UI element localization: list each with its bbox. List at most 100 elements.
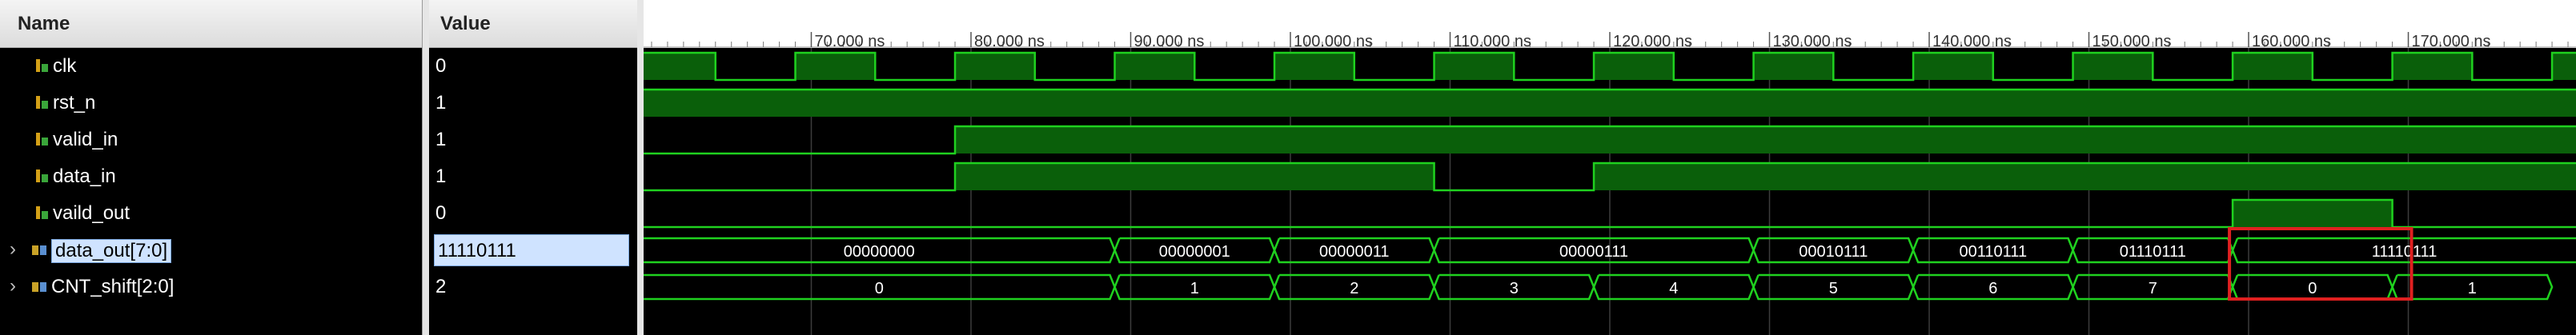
- CNT_shift-bus-segment[interactable]: [2072, 273, 2234, 301]
- value-row[interactable]: 11110111: [429, 232, 637, 269]
- CNT_shift-bus-segment[interactable]: [1113, 273, 1276, 301]
- ruler-tick-label: 140.000 ns: [1932, 33, 2012, 50]
- value-row[interactable]: 1: [429, 85, 637, 122]
- ruler-tick-label: 100.000 ns: [1294, 33, 1373, 50]
- chevron-right-icon[interactable]: ›: [10, 275, 16, 297]
- data_out-value-label: 00000001: [1159, 243, 1230, 261]
- signal-row[interactable]: › data_out[7:0]: [0, 232, 422, 269]
- data_out-value-label: 00000011: [1319, 243, 1390, 261]
- CNT_shift-value-label: 6: [1988, 280, 1997, 297]
- signal-value: 1: [435, 92, 447, 114]
- ruler-tick-label: 90.000 ns: [1134, 33, 1204, 50]
- data_out-bus-segment[interactable]: [2231, 237, 2576, 264]
- value-row[interactable]: 1: [429, 122, 637, 158]
- value-header-label: Value: [440, 13, 491, 34]
- data_out-value-label: 00000000: [844, 243, 915, 261]
- CNT_shift-value-label: 7: [2149, 280, 2157, 297]
- value-row[interactable]: 0: [429, 48, 637, 85]
- signal-row[interactable]: › CNT_shift[2:0]: [0, 269, 422, 305]
- clk-high-segment: [2233, 53, 2313, 80]
- data_out-bus-segment[interactable]: [1273, 237, 1435, 264]
- panel-splitter[interactable]: [637, 0, 644, 335]
- clk-high-segment: [1594, 53, 1674, 80]
- data_in-waveform[interactable]: [644, 162, 2576, 192]
- panel-splitter[interactable]: [423, 0, 429, 335]
- bit-signal-icon: [34, 168, 51, 185]
- data_out-value-label: 00000111: [1559, 243, 1628, 261]
- rst_n-high-segment: [644, 90, 2576, 117]
- CNT_shift-value-label: 1: [2468, 280, 2477, 297]
- data_out-bus-segment[interactable]: [1752, 237, 1915, 264]
- ruler-tick-label: 130.000 ns: [1773, 33, 1852, 50]
- clk-high-segment: [1913, 53, 1993, 80]
- clk-high-segment: [795, 53, 876, 80]
- vaild_out-high-segment: [2233, 200, 2393, 227]
- signal-name: rst_n: [53, 92, 96, 114]
- CNT_shift-value-label: 3: [1510, 280, 1519, 297]
- waveform-canvas[interactable]: 70.000 ns 80.000 ns 90.000 ns 100.000 ns 1 1 0…: [644, 0, 2576, 335]
- clk-high-segment: [1434, 53, 1515, 80]
- bus-signal-icon: [30, 278, 48, 296]
- clk-high-segment: [644, 53, 716, 80]
- clk-high-segment: [2552, 53, 2576, 80]
- bit-signal-icon: [34, 58, 51, 75]
- CNT_shift-bus-segment[interactable]: [1273, 273, 1435, 301]
- signal-name: data_out[7:0]: [51, 239, 172, 263]
- data_out-value-label: 00010111: [1799, 243, 1868, 261]
- valid_in-high-segment: [955, 126, 2576, 154]
- signal-name: vaild_out: [53, 202, 130, 224]
- chevron-right-icon[interactable]: ›: [10, 238, 16, 260]
- signal-row[interactable]: clk: [0, 48, 422, 85]
- vaild_out-waveform[interactable]: [644, 198, 2576, 229]
- signal-row[interactable]: rst_n: [0, 85, 422, 122]
- signal-name: valid_in: [53, 129, 118, 150]
- data_out-bus-segment[interactable]: [1433, 237, 1755, 264]
- value-row[interactable]: 2: [429, 269, 637, 305]
- CNT_shift-bus-segment[interactable]: [1592, 273, 1755, 301]
- valid_in-waveform[interactable]: [644, 125, 2576, 155]
- signal-row[interactable]: valid_in: [0, 122, 422, 158]
- ruler-tick-label: 80.000 ns: [974, 33, 1045, 50]
- signal-value: 0: [435, 55, 447, 77]
- signal-name: data_in: [53, 166, 116, 187]
- value-column-header[interactable]: Value: [429, 0, 637, 48]
- waveform-panel[interactable]: 70.000 ns 80.000 ns 90.000 ns 100.000 ns 1 1 0…: [644, 0, 2576, 335]
- signal-name-panel: Name clk rst_n valid_in data_in vaild_out › da…: [0, 0, 423, 335]
- CNT_shift-value-label: 0: [875, 280, 884, 297]
- CNT_shift-value-label: 4: [1669, 280, 1678, 297]
- data_in-high-segment: [1594, 163, 2576, 190]
- CNT_shift-value-label: 2: [1350, 280, 1358, 297]
- CNT_shift-bus-segment[interactable]: [1433, 273, 1595, 301]
- CNT_shift-value-label: 5: [1829, 280, 1838, 297]
- name-header-label: Name: [18, 13, 70, 34]
- CNT_shift-bus-segment[interactable]: [1912, 273, 2074, 301]
- signal-row[interactable]: vaild_out: [0, 195, 422, 232]
- data_out-value-label: 01110111: [2120, 243, 2186, 261]
- signal-row[interactable]: data_in: [0, 158, 422, 195]
- value-row[interactable]: 0: [429, 195, 637, 232]
- value-row[interactable]: 1: [429, 158, 637, 195]
- selected-value-cell: 11110111: [434, 234, 629, 266]
- data_out-bus-segment[interactable]: [1113, 237, 1276, 264]
- name-column-header[interactable]: Name: [0, 0, 422, 48]
- clk-high-segment: [955, 53, 1035, 80]
- signal-value: 2: [435, 276, 447, 297]
- signal-value-panel: Value 0 1 1 1 0 11110111 2: [429, 0, 637, 335]
- signal-name: clk: [53, 55, 77, 77]
- clk-high-segment: [1274, 53, 1354, 80]
- data_out-bus-segment[interactable]: [2072, 237, 2234, 264]
- ruler-tick-label: 70.000 ns: [814, 33, 885, 50]
- signal-value: 1: [435, 129, 447, 150]
- CNT_shift-bus-segment[interactable]: [1752, 273, 1915, 301]
- CNT_shift-value-label: 1: [1190, 280, 1199, 297]
- CNT_shift-bus-segment[interactable]: [2391, 273, 2554, 301]
- clk-high-segment: [2392, 53, 2473, 80]
- signal-name: CNT_shift[2:0]: [51, 276, 175, 297]
- ruler-tick-label: 120.000 ns: [1613, 33, 1692, 50]
- clk-waveform[interactable]: [644, 51, 2576, 82]
- clk-high-segment: [2072, 53, 2153, 80]
- clk-high-segment: [1114, 53, 1195, 80]
- signal-value: 0: [435, 202, 447, 224]
- data_out-bus-segment[interactable]: [1912, 237, 2074, 264]
